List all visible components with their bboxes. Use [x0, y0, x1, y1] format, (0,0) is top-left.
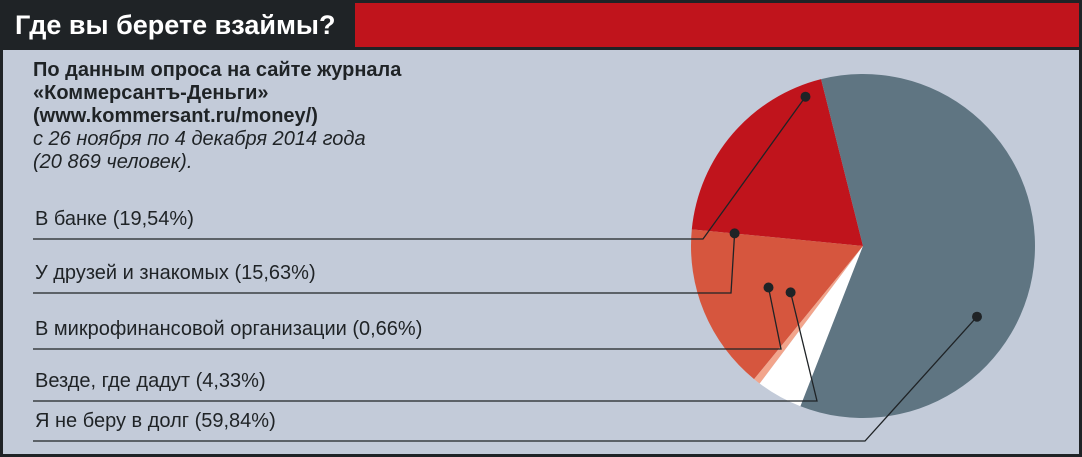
pie-chart: В банке (19,54%) У друзей и знакомых (15,…	[33, 74, 1035, 442]
leader-dot	[972, 311, 982, 322]
leader-line	[33, 96, 807, 240]
leader-line	[33, 287, 782, 350]
leader-line	[33, 292, 818, 402]
intro-line-2: «Коммерсантъ-Деньги»	[33, 82, 269, 104]
intro-line-5: (20 869 человек).	[33, 151, 193, 173]
leader-line	[33, 316, 978, 442]
title-underline	[3, 47, 1079, 50]
label-no-borrow: Я не беру в долг (59,84%)	[35, 410, 276, 432]
leader-dot	[800, 91, 811, 102]
title-bar: Где вы берете взаймы?	[3, 3, 1079, 47]
slice-friends	[691, 229, 863, 380]
leader-dot	[763, 282, 774, 293]
intro-line-4: с 26 ноября по 4 декабря 2014 года	[33, 128, 366, 150]
chart-title: Где вы берете взаймы?	[3, 3, 355, 47]
label-bank: В банке (19,54%)	[35, 208, 194, 230]
slice-bank	[691, 79, 863, 246]
label-microfinance: В микрофинансовой организации (0,66%)	[35, 318, 422, 340]
label-anywhere: Везде, где дадут (4,33%)	[35, 370, 266, 392]
slice-anywhere	[759, 246, 863, 407]
title-accent-bar	[355, 3, 1079, 47]
leader-line	[33, 233, 736, 294]
intro-line-1: По данным опроса на сайте журнала	[33, 59, 402, 81]
label-friends: У друзей и знакомых (15,63%)	[35, 262, 316, 284]
leader-dot	[729, 228, 740, 239]
leader-dot	[785, 287, 796, 298]
intro-line-3: (www.kommersant.ru/money/)	[33, 105, 318, 127]
survey-description: По данным опроса на сайте журнала «Комме…	[33, 59, 673, 174]
slice-no-borrow	[800, 74, 1035, 418]
